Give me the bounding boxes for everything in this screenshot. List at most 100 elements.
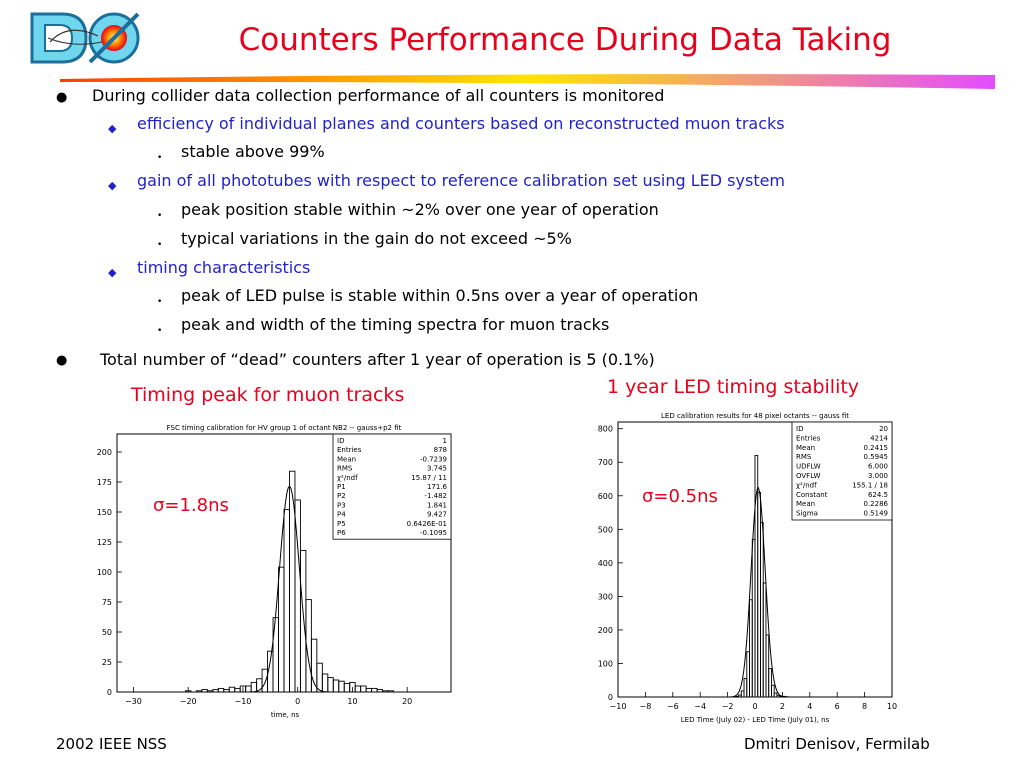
histogram-bars <box>735 455 789 698</box>
bullet-2-marker: ◆ <box>108 122 117 135</box>
chart-title: LED calibration results for 48 pixel oct… <box>661 412 849 420</box>
stats-name: OVFLW <box>796 472 820 480</box>
histogram-bar <box>360 685 367 693</box>
caption-left: Timing peak for muon tracks <box>131 384 405 406</box>
histogram-bar <box>217 687 225 693</box>
x-tick-label: 8 <box>862 702 867 711</box>
y-tick-label: 800 <box>598 425 613 434</box>
bullet-6: typical variations in the gain do not ex… <box>181 229 572 248</box>
stats-name: χ²/ndf <box>796 481 817 489</box>
x-tick-label: −20 <box>180 697 197 706</box>
stats-value: 0.2415 <box>864 444 889 452</box>
stats-value: -0.1095 <box>420 529 447 537</box>
stats-name: Entries <box>337 446 362 454</box>
stats-value: 0.2286 <box>864 500 889 508</box>
stats-frame <box>332 433 452 540</box>
x-tick-label: 10 <box>347 697 357 706</box>
histogram-bar <box>228 686 236 693</box>
y-tick-label: 175 <box>97 478 112 487</box>
bullet-7: timing characteristics <box>137 258 311 277</box>
histogram-bar <box>332 679 340 693</box>
bullet-9: peak and width of the timing spectra for… <box>181 315 610 334</box>
bullet-4-marker: ◆ <box>108 179 117 192</box>
bullet-3-marker: • <box>157 153 163 163</box>
y-tick-label: 200 <box>598 626 613 635</box>
x-tick-label: 20 <box>402 697 412 706</box>
bullet-1: During collider data collection performa… <box>92 86 665 105</box>
histogram-bar <box>234 687 241 693</box>
histogram-bar <box>371 687 378 693</box>
x-axis-label: time, ns <box>271 711 300 719</box>
histogram-bar <box>299 549 307 693</box>
stats-value: 4214 <box>870 434 888 442</box>
stats-name: χ²/ndf <box>337 474 358 482</box>
stats-value: 1 <box>443 437 447 445</box>
stats-name: P3 <box>337 501 346 509</box>
stats-value: 155.1 / 18 <box>852 481 888 489</box>
x-tick-label: 0 <box>752 702 757 711</box>
bullet-10-marker: ● <box>56 353 68 368</box>
stats-name: Mean <box>796 444 815 452</box>
histogram-bar <box>338 680 345 693</box>
x-tick-label: −2 <box>722 702 734 711</box>
y-tick-label: 25 <box>102 658 112 667</box>
bullet-7-marker: ◆ <box>108 266 117 279</box>
histogram-bar <box>768 668 772 698</box>
stats-value: 9.427 <box>427 511 447 519</box>
histogram-bar <box>327 677 334 693</box>
histogram-bar <box>261 668 269 693</box>
bullet-6-marker: • <box>157 240 163 250</box>
x-tick-label: −10 <box>234 697 251 706</box>
bullet-9-marker: • <box>157 326 163 336</box>
bullet-5: peak position stable within ~2% over one… <box>181 200 659 219</box>
bullet-8: peak of LED pulse is stable within 0.5ns… <box>181 286 699 305</box>
y-tick-label: 75 <box>102 598 112 607</box>
bullet-4: gain of all phototubes with respect to r… <box>137 171 786 190</box>
stats-value: -0.7239 <box>420 455 447 463</box>
stats-name: RMS <box>796 453 812 461</box>
caption-right: 1 year LED timing stability <box>607 376 860 398</box>
stats-value: 0.5149 <box>864 510 889 518</box>
histogram-bar <box>765 634 770 698</box>
y-tick-label: 400 <box>598 559 613 568</box>
bullet-8-marker: • <box>157 297 163 307</box>
stats-value: 0.5945 <box>864 453 889 461</box>
histogram-bar <box>283 509 290 693</box>
bullet-3: stable above 99% <box>181 142 325 161</box>
stats-value: 6.000 <box>868 463 888 471</box>
sigma-left-label: σ=1.8ns <box>153 495 229 516</box>
bullet-10: Total number of “dead” counters after 1 … <box>100 350 655 369</box>
histogram-bar <box>245 685 252 693</box>
y-tick-label: 100 <box>97 568 112 577</box>
y-tick-label: 0 <box>608 693 613 702</box>
stats-box: ID 20 Entries 4214 Mean 0.2415 RMS 0.5945 UDFLW 6… <box>791 421 893 521</box>
y-tick-label: 300 <box>598 592 613 601</box>
x-tick-label: 0 <box>295 697 300 706</box>
stats-name: P6 <box>337 529 346 537</box>
muon-timing-histogram: FSC timing calibration for HV group 1 of… <box>97 424 452 719</box>
histogram-bar <box>278 566 285 693</box>
histogram-bar <box>321 673 329 693</box>
stats-name: UDFLW <box>796 463 821 471</box>
y-tick-label: 100 <box>598 659 613 668</box>
histogram-bar <box>343 683 351 693</box>
stats-box: ID 1 Entries 878 Mean -0.7239 RMS 3.745 χ²/ndf 15… <box>332 433 452 540</box>
stats-value: 171.6 <box>427 483 448 491</box>
fit-curve <box>117 485 451 693</box>
stats-name: P2 <box>337 492 346 500</box>
stats-name: Entries <box>796 434 821 442</box>
stats-value: 3.000 <box>868 472 888 480</box>
y-tick-label: 200 <box>97 448 112 457</box>
histogram-bar <box>354 685 362 693</box>
y-tick-label: 700 <box>598 458 613 467</box>
footer-left: 2002 IEEE NSS <box>56 735 167 753</box>
stats-value: 624.5 <box>868 491 888 499</box>
y-tick-label: 125 <box>97 538 112 547</box>
histogram-bars <box>184 470 394 693</box>
stats-frame <box>791 421 893 521</box>
bullet-2: efficiency of individual planes and coun… <box>137 114 785 133</box>
histogram-bar <box>770 684 775 698</box>
x-tick-label: −8 <box>640 702 652 711</box>
y-tick-label: 500 <box>598 525 613 534</box>
stats-name: Mean <box>796 500 815 508</box>
